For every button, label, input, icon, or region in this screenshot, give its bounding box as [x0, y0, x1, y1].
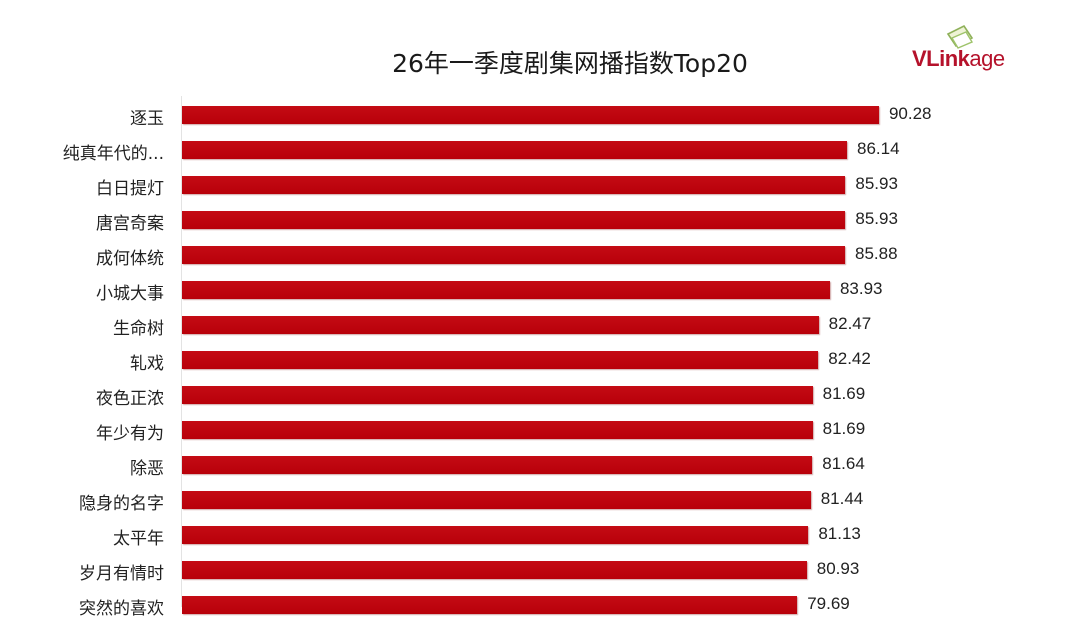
value-label: 85.93: [855, 174, 898, 193]
category-label: 夜色正浓: [96, 389, 164, 409]
bar: [182, 596, 798, 614]
bar: [182, 421, 813, 439]
category-label: 除恶: [130, 459, 164, 479]
bar: [182, 351, 819, 369]
bar-row: 纯真年代的... 86.14: [0, 132, 1080, 167]
bar: [182, 141, 847, 159]
bar-row: 太平年 81.13: [0, 517, 1080, 552]
value-label: 81.64: [822, 454, 865, 473]
category-label: 逐玉: [130, 109, 164, 129]
bar: [182, 456, 813, 474]
category-label: 太平年: [113, 529, 164, 549]
bar: [182, 246, 845, 264]
bar-row: 隐身的名字 81.44: [0, 482, 1080, 517]
value-label: 85.88: [854, 244, 898, 263]
category-label: 小城大事: [96, 284, 164, 304]
bar-row: 逐玉 90.28: [0, 97, 1080, 132]
bar: [182, 526, 809, 544]
value-label: 81.69: [822, 384, 866, 403]
bar-row: 唐宫奇案 85.93: [0, 202, 1080, 237]
value-label: 81.44: [820, 489, 864, 508]
category-label: 唐宫奇案: [96, 214, 164, 234]
bar: [182, 211, 846, 229]
bar-row: 小城大事 83.93: [0, 272, 1080, 307]
value-label: 81.69: [822, 419, 866, 438]
bar-row: 年少有为 81.69: [0, 412, 1080, 447]
category-label: 成何体统: [96, 249, 164, 269]
bar: [182, 386, 813, 404]
value-label: 81.13: [818, 524, 861, 543]
bar-row: 夜色正浓 81.69: [0, 377, 1080, 412]
vlinkage-cards-icon: [946, 24, 974, 49]
category-label: 隐身的名字: [79, 494, 164, 514]
bar-row: 生命树 82.47: [0, 307, 1080, 342]
bar-row: 轧戏 82.42: [0, 342, 1080, 377]
value-label: 83.93: [839, 279, 883, 298]
logo-bold-text: VLink: [912, 46, 970, 71]
vlinkage-logo: VLinkage: [912, 22, 1042, 82]
value-label: 86.14: [857, 139, 900, 158]
chart-title: 26年一季度剧集网播指数Top20: [392, 49, 748, 78]
value-label: 82.42: [828, 349, 871, 368]
bar-row: 白日提灯 85.93: [0, 167, 1080, 202]
bar: [182, 106, 879, 124]
value-label: 80.93: [816, 559, 860, 578]
category-label: 岁月有情时: [79, 564, 164, 584]
value-label: 85.93: [855, 209, 898, 228]
value-label: 79.69: [807, 594, 850, 613]
category-axis-line: [181, 96, 182, 607]
bar-row: 岁月有情时 80.93: [0, 552, 1080, 587]
bar: [182, 316, 819, 334]
value-label: 90.28: [888, 104, 932, 123]
category-label: 纯真年代的...: [62, 144, 164, 164]
bar: [182, 176, 846, 194]
category-label: 年少有为: [96, 424, 164, 444]
category-label: 白日提灯: [96, 179, 164, 199]
bar-row: 除恶 81.64: [0, 447, 1080, 482]
bar-row: 成何体统 85.88: [0, 237, 1080, 272]
bar-row: 突然的喜欢 79.69: [0, 587, 1080, 622]
category-label: 生命树: [113, 319, 164, 339]
logo-wordmark: VLinkage: [912, 46, 1005, 72]
bar: [182, 281, 830, 299]
logo-light-text: age: [969, 46, 1005, 71]
bar: [182, 561, 807, 579]
category-label: 轧戏: [130, 354, 164, 374]
bar: [182, 491, 811, 509]
value-label: 82.47: [828, 314, 872, 333]
